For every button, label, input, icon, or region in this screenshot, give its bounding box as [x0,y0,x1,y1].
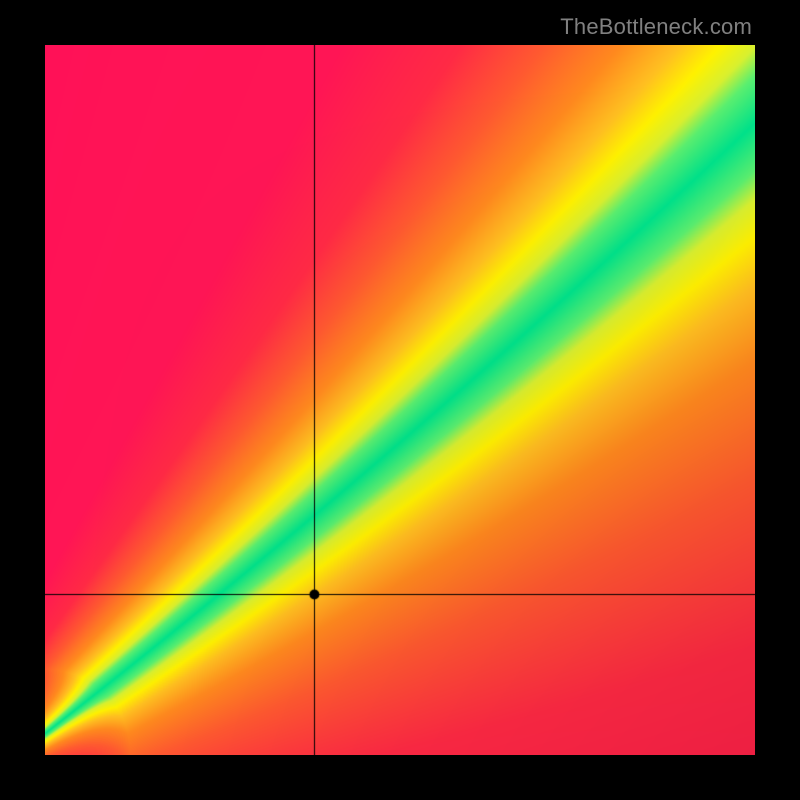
bottleneck-heatmap [45,45,755,755]
watermark-text: TheBottleneck.com [560,14,752,40]
